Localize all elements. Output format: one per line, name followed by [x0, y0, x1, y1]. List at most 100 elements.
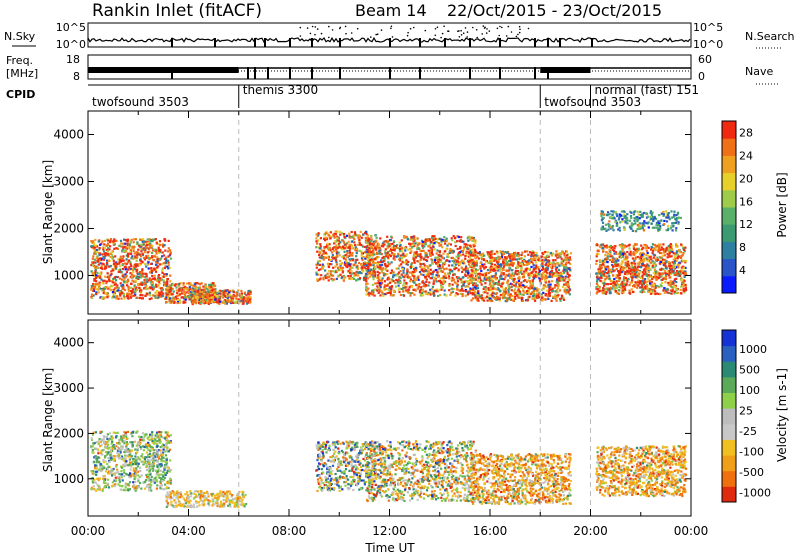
- power-cell: [126, 296, 129, 299]
- power-cell: [327, 234, 330, 237]
- power-cell: [387, 261, 390, 264]
- power-cell: [124, 265, 127, 268]
- power-cell: [610, 246, 613, 249]
- power-cell: [373, 265, 376, 268]
- power-cell: [357, 261, 361, 265]
- power-cell: [373, 253, 376, 256]
- power-cell: [466, 247, 469, 250]
- power-cell: [497, 262, 500, 265]
- power-cell: [415, 250, 418, 253]
- power-cell: [156, 256, 159, 259]
- power-cell: [391, 242, 394, 245]
- power-cell: [469, 250, 472, 253]
- power-cell: [445, 276, 448, 279]
- power-cell: [129, 249, 132, 252]
- power-cell: [127, 268, 130, 271]
- power-cell: [618, 256, 621, 259]
- power-cell: [374, 246, 377, 249]
- power-cell: [136, 264, 139, 267]
- power-cell: [442, 252, 445, 255]
- power-cell: [660, 285, 663, 288]
- power-cell: [372, 261, 375, 264]
- power-cell: [499, 293, 502, 297]
- power-cell: [487, 272, 491, 275]
- power-cell: [199, 290, 202, 294]
- power-cell: [548, 273, 551, 276]
- power-cell: [441, 265, 444, 268]
- power-cell: [498, 290, 502, 293]
- power-cell: [109, 265, 112, 268]
- power-cell: [147, 267, 150, 270]
- power-cell: [632, 285, 635, 288]
- power-cell: [527, 274, 530, 277]
- power-cell: [453, 262, 456, 265]
- power-cell: [146, 280, 149, 283]
- power-cell: [101, 296, 104, 299]
- power-cell: [145, 256, 148, 260]
- power-cell: [526, 298, 529, 301]
- power-cell: [168, 249, 172, 252]
- power-cell: [130, 282, 133, 285]
- power-cell: [335, 239, 339, 242]
- power-cell: [325, 238, 329, 241]
- power-cell: [157, 250, 161, 253]
- power-cell: [618, 273, 621, 276]
- power-cell: [90, 293, 93, 296]
- power-cell: [490, 263, 494, 266]
- power-cell: [484, 282, 487, 285]
- power-cell: [423, 282, 426, 286]
- power-cell: [423, 264, 426, 267]
- power-cell: [381, 277, 384, 280]
- power-cell: [603, 284, 606, 287]
- power-cell: [376, 282, 379, 285]
- power-cell: [116, 284, 119, 287]
- power-cell: [115, 247, 118, 250]
- power-cell: [528, 272, 531, 275]
- power-cell: [352, 234, 355, 237]
- power-cell: [494, 273, 497, 276]
- power-cell: [238, 295, 241, 298]
- power-cell: [415, 277, 418, 280]
- power-cell: [421, 281, 424, 284]
- power-cell: [438, 251, 441, 254]
- power-cell: [391, 248, 394, 252]
- power-cell: [518, 257, 521, 260]
- power-cell: [417, 246, 420, 250]
- power-cell: [95, 248, 98, 252]
- nsearch-dot: [507, 25, 510, 28]
- power-cell: [617, 292, 621, 295]
- power-cell: [436, 290, 439, 293]
- power-cell: [641, 274, 644, 277]
- power-cell: [556, 287, 560, 290]
- power-cell: [439, 277, 442, 280]
- power-cell: [445, 237, 448, 240]
- power-cell: [93, 288, 96, 291]
- power-cell: [390, 248, 393, 251]
- power-cell: [634, 281, 637, 284]
- power-cell: [368, 255, 371, 258]
- power-cell: [566, 280, 569, 284]
- power-cell: [376, 289, 379, 292]
- power-cell: [129, 267, 132, 270]
- power-cell: [428, 244, 431, 247]
- power-cell: [99, 275, 102, 278]
- power-cell: [449, 248, 452, 251]
- power-cell: [443, 272, 446, 275]
- power-cell: [472, 260, 475, 263]
- nsearch-dot: [412, 26, 415, 29]
- nsearch-dot: [380, 29, 383, 31]
- power-cell: [449, 293, 452, 297]
- power-cell: [329, 237, 332, 240]
- power-cell: [140, 255, 143, 258]
- power-cell: [486, 292, 489, 295]
- power-cell: [157, 284, 160, 287]
- nsearch-dot: [299, 35, 302, 37]
- power-cell: [532, 251, 535, 254]
- power-cell: [118, 262, 121, 265]
- power-cell: [510, 269, 513, 272]
- power-cell: [514, 297, 517, 300]
- power-cell: [226, 298, 229, 301]
- power-cell: [455, 266, 458, 270]
- power-cell: [527, 260, 530, 263]
- power-cell: [469, 265, 472, 268]
